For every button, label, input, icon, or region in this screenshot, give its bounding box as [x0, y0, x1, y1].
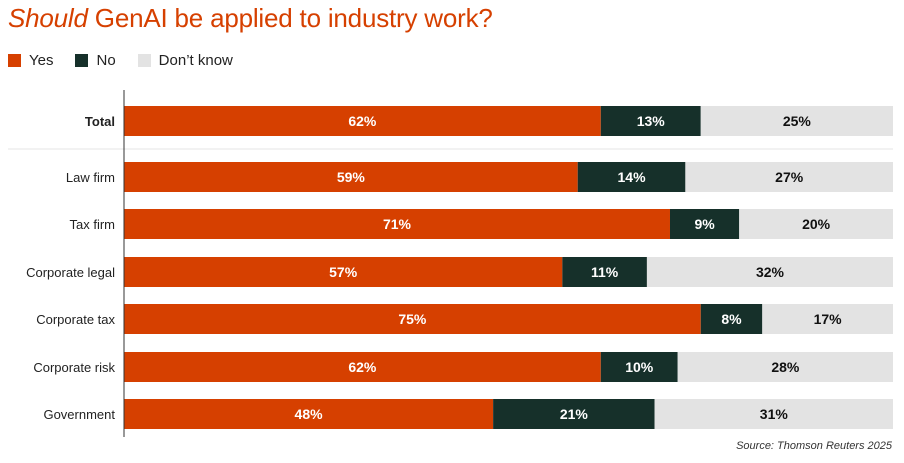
- data-label-total-yes: 62%: [348, 113, 377, 129]
- bar-corporate-legal-don-t-know: [646, 257, 893, 287]
- data-label-corporate-tax-no: 8%: [721, 311, 742, 327]
- legend-label-yes: Yes: [29, 52, 54, 69]
- legend-swatch-dont-know: [137, 54, 151, 67]
- bar-corporate-tax-yes: [124, 304, 701, 334]
- bar-law-firm-yes: [124, 162, 578, 192]
- bar-tax-firm-no: [669, 209, 740, 239]
- bar-corporate-risk-yes: [124, 352, 601, 382]
- legend-swatch-no: [75, 54, 89, 67]
- data-label-law-firm-yes: 59%: [337, 169, 366, 185]
- data-label-government-yes: 48%: [295, 406, 324, 422]
- legend-label-dont-know: Don’t know: [158, 52, 233, 69]
- category-label-corporate-tax: Corporate tax: [36, 312, 115, 327]
- chart-title: Should GenAI be applied to industry work…: [8, 3, 493, 34]
- bar-law-firm-don-t-know: [685, 162, 893, 192]
- data-label-corporate-legal-yes: 57%: [329, 264, 358, 280]
- legend-label-no: No: [96, 52, 116, 69]
- bar-government-no: [493, 399, 655, 429]
- bar-corporate-risk-no: [600, 352, 678, 382]
- bar-corporate-legal-no: [562, 257, 647, 287]
- data-label-government-don-t-know: 31%: [760, 406, 789, 422]
- bar-government-don-t-know: [654, 399, 893, 429]
- category-label-total: Total: [85, 114, 115, 129]
- data-label-law-firm-no: 14%: [618, 169, 647, 185]
- data-label-total-don-t-know: 25%: [783, 113, 812, 129]
- data-label-corporate-risk-don-t-know: 28%: [771, 359, 800, 375]
- bar-tax-firm-don-t-know: [739, 209, 893, 239]
- legend-swatch-yes: [8, 54, 21, 67]
- data-label-tax-firm-don-t-know: 20%: [802, 216, 831, 232]
- data-label-corporate-risk-yes: 62%: [348, 359, 377, 375]
- data-label-total-no: 13%: [637, 113, 666, 129]
- data-label-corporate-legal-don-t-know: 32%: [756, 264, 785, 280]
- data-label-law-firm-don-t-know: 27%: [775, 169, 804, 185]
- category-label-government: Government: [43, 407, 115, 422]
- data-label-corporate-tax-don-t-know: 17%: [814, 311, 843, 327]
- category-label-law-firm: Law firm: [66, 170, 115, 185]
- bar-corporate-tax-no: [700, 304, 763, 334]
- bar-corporate-risk-don-t-know: [677, 352, 893, 382]
- data-label-corporate-risk-no: 10%: [625, 359, 654, 375]
- title-emphasis: Should: [8, 3, 88, 33]
- data-label-tax-firm-no: 9%: [694, 216, 715, 232]
- bar-tax-firm-yes: [124, 209, 670, 239]
- category-label-tax-firm: Tax firm: [70, 217, 116, 232]
- bar-corporate-tax-don-t-know: [762, 304, 893, 334]
- source-note: Source: Thomson Reuters 2025: [736, 440, 892, 452]
- bar-total-don-t-know: [700, 106, 893, 136]
- data-label-government-no: 21%: [560, 406, 589, 422]
- category-label-corporate-risk: Corporate risk: [33, 360, 115, 375]
- category-label-corporate-legal: Corporate legal: [26, 265, 115, 280]
- bar-government-yes: [124, 399, 494, 429]
- legend-item-yes: Yes: [8, 52, 53, 69]
- bar-law-firm-no: [577, 162, 686, 192]
- legend: Yes No Don’t know: [8, 52, 255, 69]
- data-label-corporate-legal-no: 11%: [591, 264, 619, 280]
- bar-total-no: [600, 106, 701, 136]
- legend-item-no: No: [75, 52, 116, 69]
- data-label-tax-firm-yes: 71%: [383, 216, 412, 232]
- bar-corporate-legal-yes: [124, 257, 563, 287]
- bar-total-yes: [124, 106, 601, 136]
- legend-item-dont-know: Don’t know: [137, 52, 233, 69]
- title-rest: GenAI be applied to industry work?: [87, 3, 493, 33]
- data-label-corporate-tax-yes: 75%: [398, 311, 427, 327]
